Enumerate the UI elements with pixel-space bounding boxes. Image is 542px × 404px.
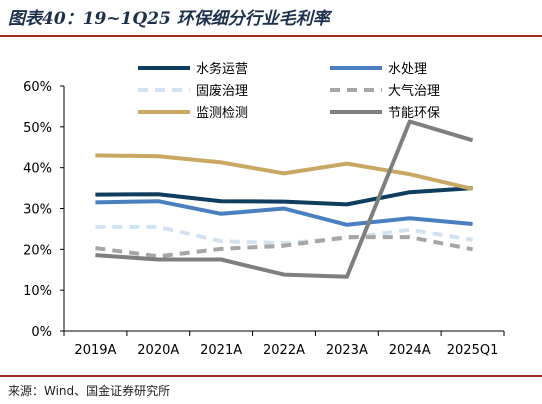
line-chart: 0% 10% 20% 30% 40% 50% 60% 2019A 2020A 2021A 2022A… <box>23 61 505 358</box>
legend-label: 水务运营 <box>196 61 248 77</box>
series-line <box>95 153 474 191</box>
series-line <box>95 235 473 259</box>
y-tick-label: 20% <box>23 243 52 258</box>
series-line <box>95 186 473 207</box>
chart-title: 图表40：19~1Q25 环保细分行业毛利率 <box>8 9 330 29</box>
legend-label: 水处理 <box>388 62 427 77</box>
y-tick-label: 0% <box>31 325 52 340</box>
y-tick-label: 30% <box>23 203 52 218</box>
y-tick-label: 50% <box>23 121 52 136</box>
x-tick-label: 2019A <box>74 343 116 358</box>
y-tick-label: 60% <box>23 80 52 95</box>
series-line <box>95 119 474 279</box>
y-tick-label: 10% <box>23 284 52 299</box>
legend-label: 监测检测 <box>196 106 248 121</box>
series-line <box>95 199 473 227</box>
x-tick-label: 2024A <box>389 343 431 358</box>
legend-label: 固废治理 <box>196 83 248 99</box>
series-line <box>95 224 473 246</box>
x-tick-label: 2023A <box>326 343 368 358</box>
x-tick-label: 2020A <box>137 343 179 358</box>
y-tick-label: 40% <box>23 162 52 177</box>
title-divider <box>0 35 542 37</box>
x-tick-label: 2021A <box>200 343 242 358</box>
source-divider <box>0 375 542 377</box>
source-note: 来源：Wind、国金证券研究所 <box>8 384 171 398</box>
legend-label: 节能环保 <box>388 106 440 121</box>
legend-label: 大气治理 <box>388 83 440 99</box>
x-tick-label: 2025Q1 <box>447 343 499 358</box>
x-tick-label: 2022A <box>263 343 305 358</box>
